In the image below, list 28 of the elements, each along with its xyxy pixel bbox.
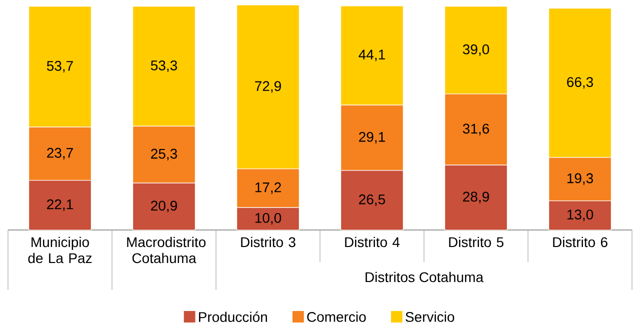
data-label: 28,9 — [463, 192, 489, 204]
legend-label: Servicio — [406, 312, 454, 322]
data-label: 72,9 — [255, 81, 281, 93]
data-label: 31,6 — [462, 124, 490, 136]
data-label: 53,7 — [46, 60, 73, 72]
data-label: 10,0 — [255, 212, 282, 225]
text: Distritos Cotahuma — [366, 272, 484, 282]
data-label: 25,3 — [151, 148, 178, 160]
data-label: 29,1 — [359, 132, 385, 144]
data-label: 23,7 — [47, 148, 73, 160]
data-label: 26,5 — [359, 194, 386, 206]
data-label: 20,9 — [151, 200, 177, 212]
x-tick-label: Distrito 3 — [241, 236, 296, 248]
legend-label: Producción — [199, 312, 267, 322]
x-tick-label: Macrodistrito Cotahuma — [127, 236, 206, 264]
data-label: 19,3 — [567, 173, 594, 185]
x-tick-label: Distrito 5 — [449, 236, 504, 248]
x-tick-label: Municipio de La Paz — [28, 236, 92, 264]
x-tick-label: Distrito 6 — [553, 236, 608, 248]
data-label: 39,0 — [462, 44, 490, 56]
legend-label: Comercio — [307, 312, 366, 322]
data-label: 17,2 — [255, 182, 281, 194]
data-label: 44,1 — [358, 50, 385, 62]
data-label: 53,3 — [150, 60, 178, 72]
data-label: 22,1 — [47, 199, 73, 211]
x-tick-label: Distrito 4 — [345, 236, 400, 248]
data-label: 13,0 — [567, 210, 594, 222]
data-label: 66,3 — [567, 77, 594, 89]
